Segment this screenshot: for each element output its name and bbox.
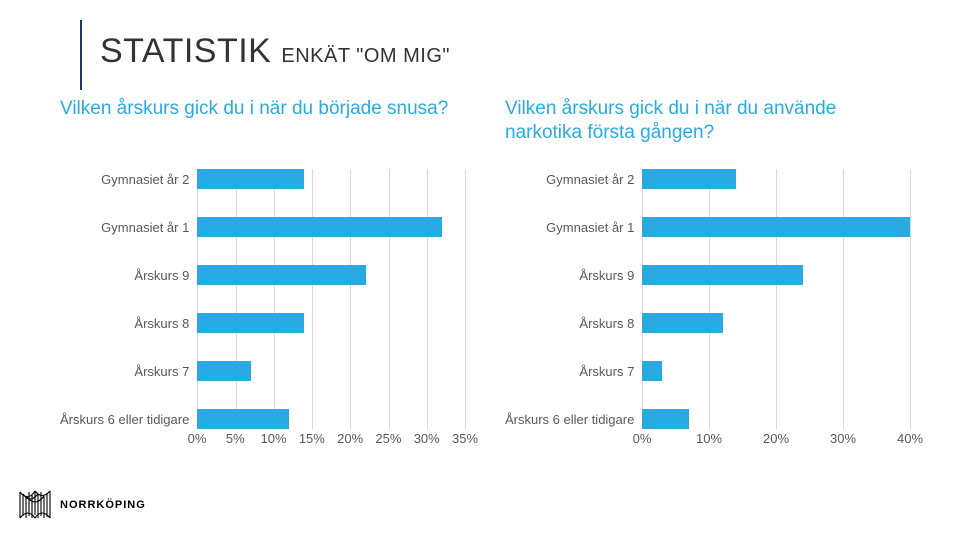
- grid-line: [910, 169, 911, 429]
- x-axis-tick: 30%: [830, 431, 856, 446]
- x-axis: 0%10%20%30%40%: [505, 431, 910, 455]
- bar: [197, 361, 251, 381]
- chart-title: Vilken årskurs gick du i när du använde …: [505, 97, 910, 145]
- grid-line: [389, 169, 390, 429]
- x-axis-tick: 0%: [633, 431, 652, 446]
- x-axis-tick: 30%: [414, 431, 440, 446]
- y-axis-label: Årskurs 9: [505, 265, 634, 285]
- y-axis-label: Gymnasiet år 2: [60, 169, 189, 189]
- y-axis-labels: Gymnasiet år 2 Gymnasiet år 1 Årskurs 9 Års…: [505, 169, 642, 429]
- bar: [197, 409, 289, 429]
- x-axis-tick: 40%: [897, 431, 923, 446]
- bar: [197, 265, 365, 285]
- logo: NORRKÖPING: [18, 488, 146, 522]
- x-axis-tick: 20%: [337, 431, 363, 446]
- y-axis-label: Årskurs 8: [505, 313, 634, 333]
- chart-narkotika: Vilken årskurs gick du i när du använde …: [505, 97, 910, 455]
- bar-row: [197, 361, 465, 381]
- bar: [197, 217, 442, 237]
- grid-line: [776, 169, 777, 429]
- bar: [642, 409, 689, 429]
- y-axis-labels: Gymnasiet år 2 Gymnasiet år 1 Årskurs 9 Års…: [60, 169, 197, 429]
- bars-area: [642, 169, 910, 429]
- y-axis-label: Gymnasiet år 2: [505, 169, 634, 189]
- y-axis-label: Årskurs 9: [60, 265, 189, 285]
- title-prefix: STATISTIK: [100, 32, 271, 71]
- title-suffix: ENKÄT "OM MIG": [281, 45, 450, 68]
- bar: [642, 169, 736, 189]
- page-title: STATISTIK ENKÄT "OM MIG": [100, 32, 910, 71]
- bar-row: [642, 265, 910, 285]
- x-axis-tick: 20%: [763, 431, 789, 446]
- bar-row: [642, 361, 910, 381]
- grid-line: [427, 169, 428, 429]
- x-axis-tick: 35%: [452, 431, 478, 446]
- x-axis-tick: 10%: [696, 431, 722, 446]
- y-axis-label: Årskurs 6 eller tidigare: [60, 409, 189, 429]
- bar-row: [642, 169, 910, 189]
- grid-line: [312, 169, 313, 429]
- bar-row: [197, 265, 465, 285]
- bar-row: [642, 217, 910, 237]
- chart-plot: Gymnasiet år 2 Gymnasiet år 1 Årskurs 9 Års…: [60, 169, 465, 429]
- grid-line: [642, 169, 643, 429]
- chart-plot: Gymnasiet år 2 Gymnasiet år 1 Årskurs 9 Års…: [505, 169, 910, 429]
- bar: [642, 313, 722, 333]
- y-axis-label: Gymnasiet år 1: [505, 217, 634, 237]
- y-axis-label: Gymnasiet år 1: [60, 217, 189, 237]
- bar: [197, 313, 304, 333]
- bar-row: [642, 313, 910, 333]
- chart-title: Vilken årskurs gick du i när du började …: [60, 97, 465, 145]
- grid-line: [197, 169, 198, 429]
- accent-line: [80, 20, 82, 90]
- bars-area: [197, 169, 465, 429]
- x-axis-tick: 25%: [375, 431, 401, 446]
- grid-line: [350, 169, 351, 429]
- x-axis-tick: 10%: [261, 431, 287, 446]
- grid-line: [709, 169, 710, 429]
- y-axis-label: Årskurs 6 eller tidigare: [505, 409, 634, 429]
- x-axis: 0%5%10%15%20%25%30%35%: [60, 431, 465, 455]
- y-axis-label: Årskurs 8: [60, 313, 189, 333]
- x-axis-tick: 15%: [299, 431, 325, 446]
- bar: [642, 361, 662, 381]
- bar-row: [197, 169, 465, 189]
- y-axis-label: Årskurs 7: [505, 361, 634, 381]
- bar-row: [197, 217, 465, 237]
- logo-icon: [18, 488, 52, 522]
- x-axis-tick: 5%: [226, 431, 245, 446]
- bar: [642, 217, 910, 237]
- bar-row: [197, 313, 465, 333]
- y-axis-label: Årskurs 7: [60, 361, 189, 381]
- chart-snusa: Vilken årskurs gick du i när du började …: [60, 97, 465, 455]
- x-axis-tick: 0%: [188, 431, 207, 446]
- slide: STATISTIK ENKÄT "OM MIG" Vilken årskurs …: [0, 0, 960, 540]
- grid-line: [236, 169, 237, 429]
- grid-line: [843, 169, 844, 429]
- grid-line: [465, 169, 466, 429]
- bar-row: [197, 409, 465, 429]
- bar: [642, 265, 803, 285]
- grid-line: [274, 169, 275, 429]
- logo-text: NORRKÖPING: [60, 499, 146, 511]
- bar: [197, 169, 304, 189]
- bar-row: [642, 409, 910, 429]
- charts-row: Vilken årskurs gick du i när du började …: [60, 97, 910, 455]
